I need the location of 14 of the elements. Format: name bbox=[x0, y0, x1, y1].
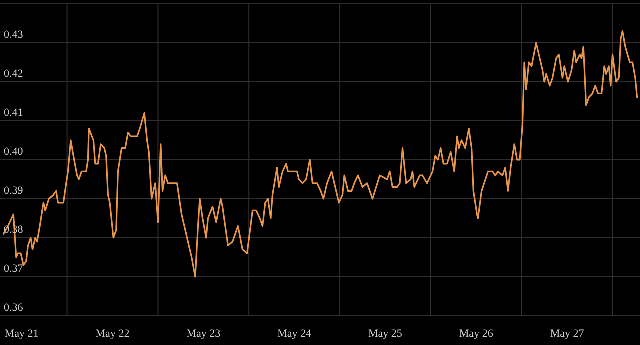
x-tick-label: May 24 bbox=[278, 328, 312, 340]
x-tick-label: May 21 bbox=[4, 328, 39, 340]
y-tick-label: 0.41 bbox=[4, 107, 24, 119]
y-tick-label: 0.43 bbox=[4, 29, 24, 41]
x-tick-label: May 22 bbox=[96, 328, 130, 340]
y-tick-label: 0.42 bbox=[4, 68, 24, 80]
x-tick-label: May 25 bbox=[368, 328, 403, 340]
y-tick-label: 0.39 bbox=[4, 185, 24, 197]
y-tick-label: 0.40 bbox=[4, 146, 24, 158]
y-tick-label: 0.37 bbox=[4, 263, 24, 275]
x-tick-label: May 23 bbox=[186, 328, 222, 340]
y-tick-label: 0.36 bbox=[4, 302, 24, 314]
x-tick-label: May 27 bbox=[550, 328, 585, 340]
x-tick-label: May 26 bbox=[459, 328, 494, 340]
